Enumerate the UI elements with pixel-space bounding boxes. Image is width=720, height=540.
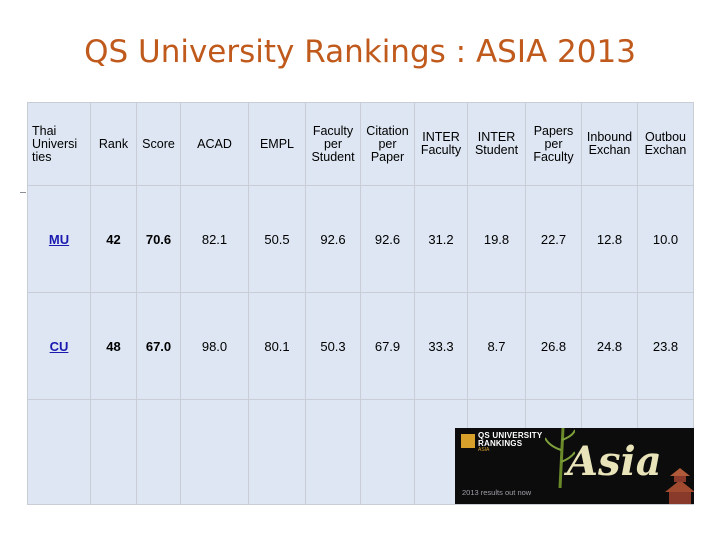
university-link[interactable]: MU xyxy=(48,231,70,247)
table-cell: 67.0 xyxy=(136,292,181,400)
table-cell: 24.8 xyxy=(581,292,638,400)
table-cell: 82.1 xyxy=(180,185,249,293)
table-cell xyxy=(248,399,306,505)
university-cell: CU xyxy=(27,292,91,400)
table-cell: 33.3 xyxy=(414,292,468,400)
table-cell: 31.2 xyxy=(414,185,468,293)
column-header: Citation per Paper xyxy=(360,102,415,186)
table-cell: 26.8 xyxy=(525,292,582,400)
banner-tagline: 2013 results out now xyxy=(462,488,532,497)
table-cell: 10.0 xyxy=(637,185,694,293)
table-cell: 50.3 xyxy=(305,292,361,400)
table-cell: 23.8 xyxy=(637,292,694,400)
table-cell: 98.0 xyxy=(180,292,249,400)
table-cell: 48 xyxy=(90,292,137,400)
table-cell xyxy=(360,399,415,505)
column-header: Score xyxy=(136,102,181,186)
column-header: Outbou Exchan xyxy=(637,102,694,186)
column-header: Rank xyxy=(90,102,137,186)
table-cell: 70.6 xyxy=(136,185,181,293)
qs-logo-icon xyxy=(461,434,475,448)
banner-script-word: Asia xyxy=(567,438,662,485)
qs-asia-banner: QS UNIVERSITY RANKINGS ASIA Asia 2013 re… xyxy=(455,428,694,504)
table-cell xyxy=(180,399,249,505)
column-header: INTER Faculty xyxy=(414,102,468,186)
table-cell: 92.6 xyxy=(360,185,415,293)
banner-logo-sub: ASIA xyxy=(478,447,490,453)
bamboo-icon xyxy=(545,428,575,488)
banner-logo-text: QS UNIVERSITY RANKINGS xyxy=(478,431,543,448)
table-cell: 12.8 xyxy=(581,185,638,293)
table-cell: 8.7 xyxy=(467,292,526,400)
table-cell xyxy=(305,399,361,505)
table-cell: 50.5 xyxy=(248,185,306,293)
university-link[interactable]: CU xyxy=(49,338,69,354)
table-cell xyxy=(90,399,137,505)
column-header: EMPL xyxy=(248,102,306,186)
column-header: Thai Universi ties xyxy=(27,102,91,186)
table-row: MU 42 70.6 82.1 50.5 92.6 92.6 31.2 19.8 22.7 12.8… xyxy=(27,185,694,293)
table-row: CU 48 67.0 98.0 80.1 50.3 67.9 33.3 8.7 26.8 24.8 2… xyxy=(27,292,694,400)
divider xyxy=(20,192,26,193)
pagoda-icon xyxy=(665,468,694,504)
table-cell: 42 xyxy=(90,185,137,293)
table-cell: 67.9 xyxy=(360,292,415,400)
column-header: INTER Student xyxy=(467,102,526,186)
column-header: Faculty per Student xyxy=(305,102,361,186)
university-cell: MU xyxy=(27,185,91,293)
column-header: Papers per Faculty xyxy=(525,102,582,186)
table-cell: 80.1 xyxy=(248,292,306,400)
table-cell: 19.8 xyxy=(467,185,526,293)
table-header-row: Thai Universi ties Rank Score ACAD EMPL Faculty… xyxy=(27,102,694,186)
table-cell: 22.7 xyxy=(525,185,582,293)
table-cell xyxy=(136,399,181,505)
column-header: ACAD xyxy=(180,102,249,186)
table-cell xyxy=(27,399,91,505)
page-title: QS University Rankings : ASIA 2013 xyxy=(84,34,636,70)
column-header: Inbound Exchan xyxy=(581,102,638,186)
table-cell: 92.6 xyxy=(305,185,361,293)
